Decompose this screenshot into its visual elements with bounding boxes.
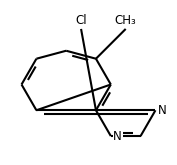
Text: N: N [113,130,122,143]
Text: Cl: Cl [75,14,87,27]
Text: N: N [158,104,167,117]
Text: CH₃: CH₃ [115,14,137,27]
